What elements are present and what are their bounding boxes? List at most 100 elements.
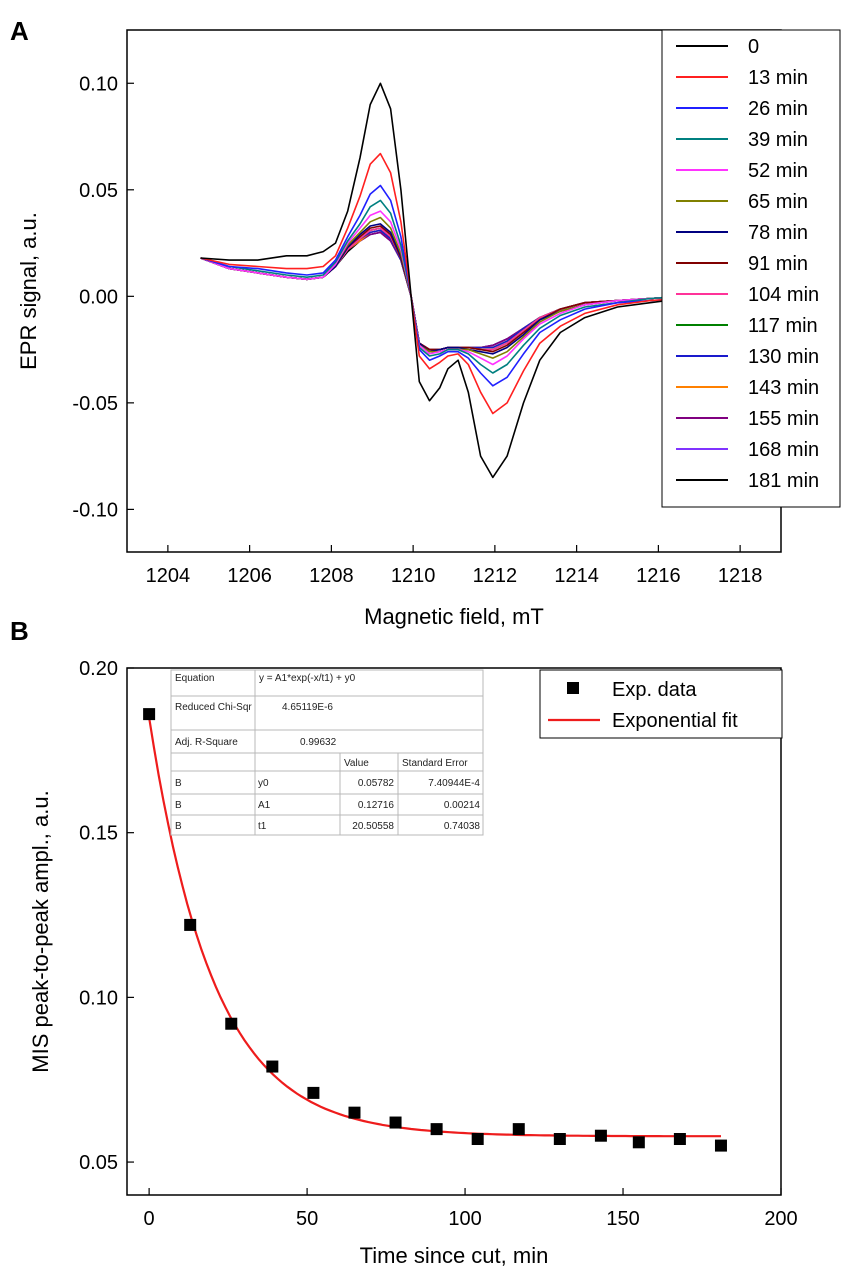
x-tick-label-a: 1216 <box>636 565 681 587</box>
series-line-104-min <box>200 227 683 351</box>
legend-label-a: 130 min <box>748 346 819 368</box>
y-tick-label-a: -0.10 <box>72 499 118 521</box>
x-tick-label-a: 1218 <box>718 565 763 587</box>
y-tick-label-a: 0.05 <box>79 180 118 202</box>
legend-label-a: 52 min <box>748 160 808 182</box>
fit-table-cell: 0.05782 <box>358 778 395 789</box>
x-axis-label-b: Time since cut, min <box>360 1243 549 1268</box>
fit-table-cell: 0.99632 <box>300 737 337 748</box>
y-tick-label-a: 0.10 <box>79 73 118 95</box>
data-point-marker <box>632 1136 645 1149</box>
legend-label-a: 181 min <box>748 470 819 492</box>
legend-marker-exp-data <box>567 682 579 694</box>
x-tick-label-b: 0 <box>144 1208 155 1230</box>
legend-label-a: 168 min <box>748 439 819 461</box>
series-line-117-min <box>200 227 683 351</box>
legend-label-a: 104 min <box>748 284 819 306</box>
legend-label-a: 117 min <box>748 315 818 337</box>
legend-label-a: 78 min <box>748 222 808 244</box>
series-line-26-min <box>200 184 683 387</box>
fit-table-cell: 20.50558 <box>352 821 394 832</box>
y-tick-label-b: 0.20 <box>79 658 118 680</box>
fit-table-cell: B <box>175 778 182 789</box>
x-tick-label-a: 1212 <box>473 565 518 587</box>
legend-label-a: 91 min <box>748 253 808 275</box>
data-point-marker <box>673 1133 686 1146</box>
fit-table-cell: y0 <box>258 778 269 789</box>
fit-table-cell: 0.00214 <box>444 800 481 811</box>
series-line-130-min <box>200 229 683 351</box>
legend-label-a: 0 <box>748 36 759 58</box>
y-axis-label-a: EPR signal, a.u. <box>16 212 41 370</box>
fit-table-cell: Value <box>344 758 369 769</box>
series-line-181-min <box>200 231 683 351</box>
x-tick-label-b: 100 <box>448 1208 481 1230</box>
data-point-marker <box>143 708 156 721</box>
fit-table-cell: Equation <box>175 673 214 684</box>
fit-table-cell: 7.40944E-4 <box>428 778 480 789</box>
fit-table-cell: y = A1*exp(-x/t1) + y0 <box>259 673 356 684</box>
legend-label-b: Exp. data <box>612 679 697 701</box>
fit-table-cell: 4.65119E-6 <box>282 702 333 713</box>
data-point-marker <box>184 918 197 931</box>
fit-table-cell: Standard Error <box>402 758 468 769</box>
fit-table-cell: B <box>175 821 182 832</box>
legend-label-a: 13 min <box>748 67 808 89</box>
data-point-marker <box>512 1123 525 1136</box>
series-line-168-min <box>200 231 683 351</box>
y-tick-label-b: 0.05 <box>79 1152 118 1174</box>
legend-label-a: 65 min <box>748 191 808 213</box>
legend-label-a: 39 min <box>748 129 808 151</box>
series-line-52-min <box>200 210 683 366</box>
plot-frame-b <box>126 667 782 1196</box>
series-line-143-min <box>200 229 683 351</box>
x-tick-label-b: 200 <box>764 1208 797 1230</box>
panel-a-letter: A <box>10 16 29 46</box>
fit-table-cell: A1 <box>258 800 271 811</box>
chart-a-epr-spectra: 1204 1206 1208 1210 1212 1214 1216 1218 -0.10 -0.… <box>16 29 841 629</box>
legend-label-a: 26 min <box>748 98 808 120</box>
data-point-marker <box>389 1116 402 1129</box>
y-tick-label-b: 0.15 <box>79 823 118 845</box>
data-point-marker <box>714 1139 727 1152</box>
data-point-marker <box>225 1017 238 1030</box>
data-point-marker <box>266 1060 279 1073</box>
series-line-91-min <box>200 225 683 353</box>
x-axis-label-a: Magnetic field, mT <box>364 604 544 629</box>
legend-label-a: 143 min <box>748 377 819 399</box>
fit-results-table: Equation y = A1*exp(-x/t1) + y0 Reduced Ch… <box>170 669 484 836</box>
fit-table-cell: t1 <box>258 821 267 832</box>
data-point-marker <box>430 1123 443 1136</box>
x-tick-label-b: 150 <box>606 1208 639 1230</box>
chart-b-amplitude-decay: 0 50 100 150 200 0.05 0.10 0.15 0.20 Time since c… <box>28 658 798 1268</box>
series-line-13-min <box>200 152 683 415</box>
data-point-marker <box>348 1106 361 1119</box>
legend-box-b <box>539 669 783 739</box>
legend-box-a <box>661 29 841 508</box>
y-tick-label-b: 0.10 <box>79 987 118 1009</box>
series-line-39-min <box>200 199 683 374</box>
legend-label-b: Exponential fit <box>612 710 738 732</box>
fit-table-cell: 0.12716 <box>358 800 395 811</box>
series-line-65-min <box>200 216 683 359</box>
fit-table-cell: 0.74038 <box>444 821 481 832</box>
series-line-155-min <box>200 231 683 351</box>
x-tick-label-a: 1210 <box>391 565 436 587</box>
x-tick-label-b: 50 <box>296 1208 318 1230</box>
fit-table-cell: Reduced Chi-Sqr <box>175 702 252 713</box>
data-point-marker <box>307 1086 320 1099</box>
data-point-marker <box>471 1133 484 1146</box>
legend-label-a: 155 min <box>748 408 819 430</box>
series-line-0 <box>200 82 684 479</box>
fit-table-cell: Adj. R-Square <box>175 737 238 748</box>
x-tick-label-a: 1206 <box>227 565 272 587</box>
y-tick-label-a: 0.00 <box>79 286 118 308</box>
data-point-marker <box>553 1133 566 1146</box>
x-tick-label-a: 1214 <box>554 565 599 587</box>
data-point-marker <box>594 1129 607 1142</box>
panel-b-letter: B <box>10 616 29 646</box>
y-tick-label-a: -0.05 <box>72 393 118 415</box>
x-tick-label-a: 1208 <box>309 565 354 587</box>
fit-table-cell: B <box>175 800 182 811</box>
